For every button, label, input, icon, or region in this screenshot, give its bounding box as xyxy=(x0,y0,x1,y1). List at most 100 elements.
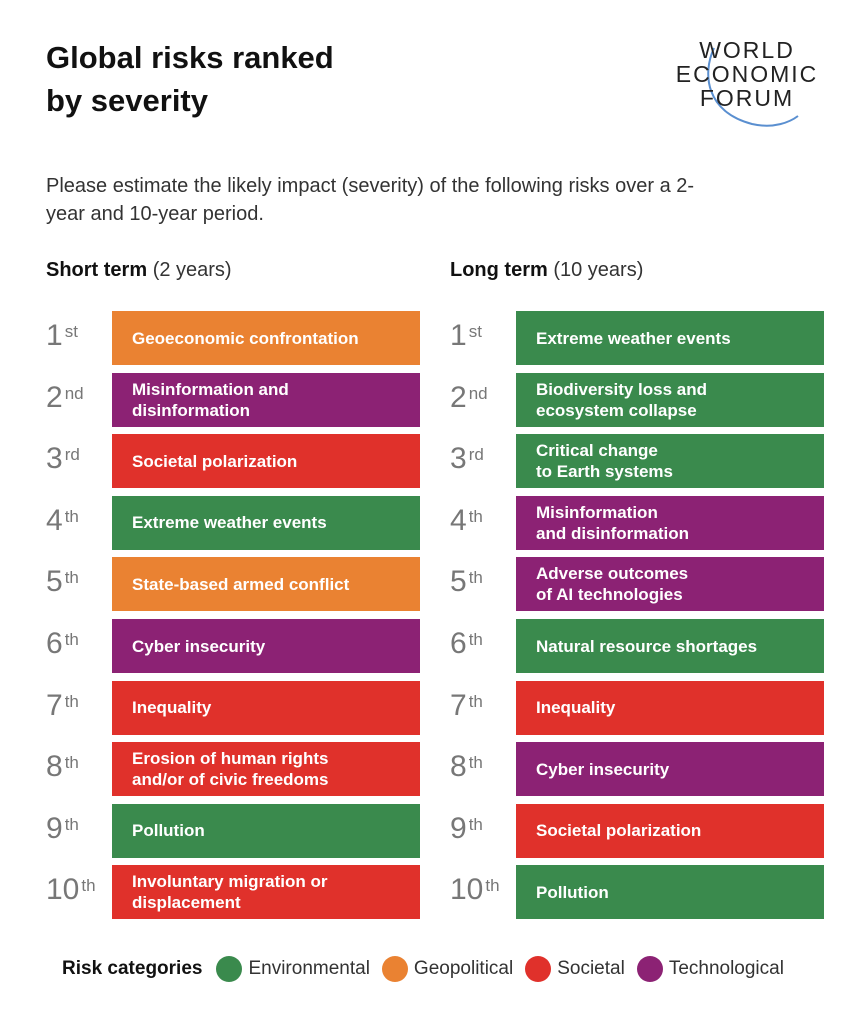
logo-line-3: FORUM xyxy=(699,85,795,111)
rank-number: 10 xyxy=(450,873,484,907)
legend-dot-icon xyxy=(636,956,663,982)
rank-suffix: th xyxy=(468,630,483,649)
risk-bar-societal: Erosion of human rights and/or of civic … xyxy=(112,742,420,797)
rank-number: 5 xyxy=(450,565,467,599)
rank-suffix: th xyxy=(64,691,79,711)
rank-suffix: th xyxy=(468,568,483,588)
risk-bar-technological: Cyber insecurity xyxy=(516,742,824,797)
logo-line-1: WORLD xyxy=(699,37,795,63)
risk-bar-societal: Societal polarization xyxy=(516,803,824,858)
short-term-period: (2 years) xyxy=(152,259,232,281)
rank-suffix: th xyxy=(485,876,500,896)
rank-number: 9 xyxy=(450,811,467,845)
risk-bar-geopolitical: Geoeconomic confrontation xyxy=(112,311,420,365)
rank-suffix: th xyxy=(64,814,79,834)
risk-label: Involuntary migration or displacement xyxy=(132,872,328,913)
risk-label: Pollution xyxy=(132,821,205,841)
wef-logo: WORLD ECONOMIC FORUM xyxy=(662,34,832,134)
rank-suffix: nd xyxy=(64,383,84,403)
risk-bar-technological: Misinformation and disinformation xyxy=(112,372,420,427)
risk-bar-societal: Inequality xyxy=(516,680,824,735)
risk-bar-environmental: Critical change to Earth systems xyxy=(516,434,824,489)
rank-number: 3 xyxy=(46,442,63,476)
risk-bar-environmental: Extreme weather events xyxy=(516,311,824,365)
legend-item-environmental: Environmental xyxy=(216,956,370,982)
legend-dot-icon xyxy=(381,956,408,982)
short-term-heading: Short term (2 years) xyxy=(46,259,232,282)
legend-item-societal: Societal xyxy=(525,956,625,982)
risk-label: Cyber insecurity xyxy=(536,759,670,779)
risk-bar-environmental: Biodiversity loss and ecosystem collapse xyxy=(516,372,824,427)
rank-suffix: th xyxy=(468,753,483,773)
logo-arc-icon xyxy=(707,47,799,127)
risk-label: Biodiversity loss and ecosystem collapse xyxy=(536,379,707,420)
risk-bar-environmental: Natural resource shortages xyxy=(516,619,824,673)
risk-label: Extreme weather events xyxy=(132,513,327,533)
legend-item-technological: Technological xyxy=(636,956,784,982)
risk-label: Geoeconomic confrontation xyxy=(132,328,359,348)
rank-number: 6 xyxy=(46,627,63,660)
risk-bar-technological: Misinformation and disinformation xyxy=(516,495,824,550)
risk-bar-societal: Inequality xyxy=(112,680,420,735)
rank-number: 1 xyxy=(450,319,467,352)
risk-bar-technological: Cyber insecurity xyxy=(112,619,420,673)
legend-item-geopolitical: Geopolitical xyxy=(381,956,514,982)
risk-bar-environmental: Pollution xyxy=(516,865,824,920)
risk-label: Cyber insecurity xyxy=(132,636,266,656)
risk-bar-societal: Involuntary migration or displacement xyxy=(112,865,420,920)
rank-number: 6 xyxy=(450,627,467,660)
rank-suffix: th xyxy=(81,876,96,896)
risk-bar-societal: Societal polarization xyxy=(112,434,420,489)
rank-suffix: th xyxy=(468,814,483,834)
rank-suffix: th xyxy=(468,506,483,526)
risk-label: Erosion of human rights and/or of civic … xyxy=(132,749,329,790)
rank-number: 2 xyxy=(450,380,467,414)
rank-suffix: rd xyxy=(468,445,484,465)
rank-number: 10 xyxy=(46,873,80,907)
rank-suffix: st xyxy=(468,322,482,341)
risk-label: Misinformation and disinformation xyxy=(132,379,289,420)
legend-item-label: Technological xyxy=(668,958,784,979)
page-title: Global risks ranked by severity xyxy=(46,36,446,122)
rank-suffix: st xyxy=(64,322,78,341)
rank-number: 4 xyxy=(450,503,467,537)
rank-number: 8 xyxy=(46,750,63,784)
rank-suffix: th xyxy=(468,691,483,711)
rank-number: 4 xyxy=(46,503,63,537)
risk-label: Inequality xyxy=(536,698,616,718)
long-term-heading: Long term (10 years) xyxy=(450,259,643,282)
logo-line-2: ECONOMIC xyxy=(675,61,819,87)
rank-number: 9 xyxy=(46,811,63,845)
rank-number: 2 xyxy=(46,380,63,414)
rank-number: 8 xyxy=(450,750,467,784)
rank-suffix: th xyxy=(64,630,79,649)
title-line-2: by severity xyxy=(46,83,208,118)
risk-label: Adverse outcomes of AI technologies xyxy=(536,564,689,605)
risk-label: Pollution xyxy=(536,882,609,902)
legend-item-label: Geopolitical xyxy=(413,958,514,979)
rank-number: 5 xyxy=(46,565,63,599)
legend-item-label: Environmental xyxy=(248,958,370,979)
rank-suffix: th xyxy=(64,753,79,773)
rank-number: 7 xyxy=(450,688,467,722)
rank-suffix: th xyxy=(64,506,79,526)
rank-number: 3 xyxy=(450,442,467,476)
risk-bar-environmental: Pollution xyxy=(112,803,420,858)
short-term-title: Short term xyxy=(46,259,148,281)
risk-label: Critical change to Earth systems xyxy=(536,441,673,482)
